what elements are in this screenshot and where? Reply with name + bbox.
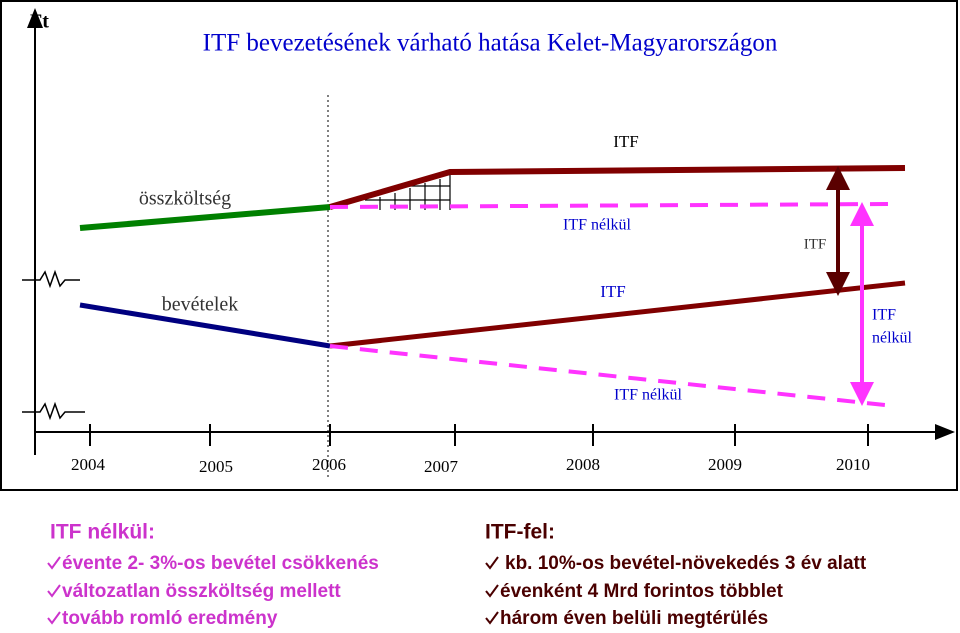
year-label: 2005 [199, 457, 233, 476]
lines [79, 165, 906, 407]
label: ITF nélkül [614, 387, 683, 404]
title: ITF bevezetésének várható hatása Kelet-M… [203, 30, 778, 57]
label: ITF [804, 236, 827, 252]
note-item: kb. 10%-os bevétel-növekedés 3 év alatt [505, 553, 867, 574]
label: nélkül [872, 330, 913, 347]
label: ITF nélkül [563, 217, 632, 234]
year-label: 2008 [566, 455, 600, 474]
panel [0, 0, 958, 491]
axis-breaks [22, 269, 85, 421]
year-label: 2007 [424, 457, 459, 476]
note-item: változatlan összköltség mellett [62, 581, 341, 602]
label: ITF [613, 132, 639, 151]
note-item: évente 2- 3%-os bevétel csökkenés [62, 553, 379, 574]
note-item: tovább romló eredmény [62, 608, 278, 629]
year-label: 2010 [836, 455, 870, 474]
label: ITF [600, 282, 626, 301]
year-label: 2009 [708, 455, 742, 474]
axes [27, 8, 955, 455]
label: bevételek [162, 294, 239, 316]
year-label: 2004 [71, 455, 106, 474]
year-label: 2006 [312, 455, 346, 474]
label: ITF [872, 307, 896, 324]
note-item: évenként 4 Mrd forintos többlet [500, 581, 784, 602]
unit-label: Ft [30, 11, 49, 33]
label: összköltség [139, 188, 231, 210]
notes-title: ITF nélkül: [50, 521, 155, 544]
checkmarks [485, 556, 499, 625]
note-item: három éven belüli megtérülés [500, 608, 768, 629]
notes-title: ITF-fel: [485, 521, 555, 544]
checkmarks [47, 556, 61, 625]
